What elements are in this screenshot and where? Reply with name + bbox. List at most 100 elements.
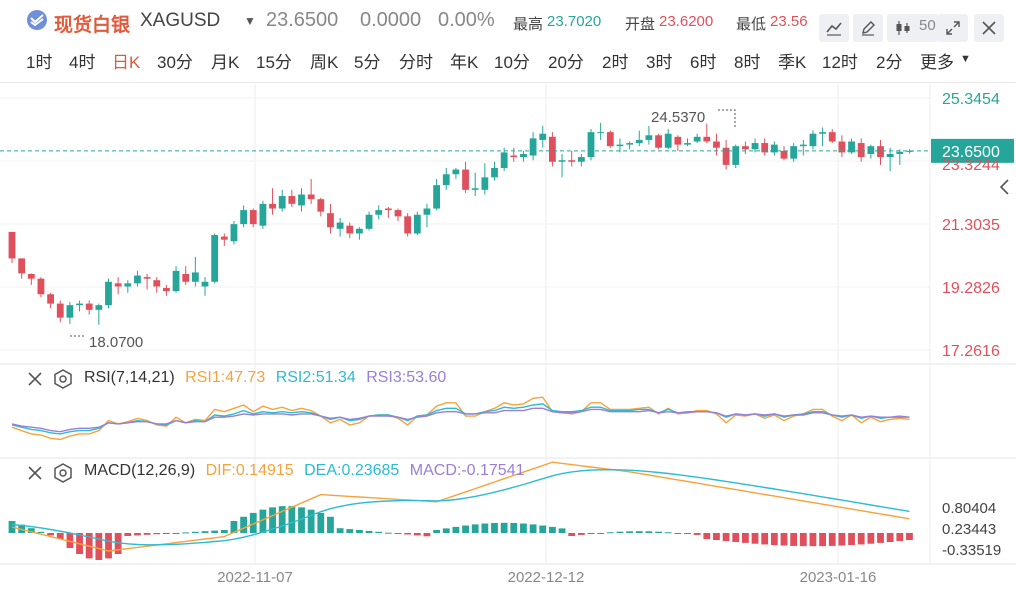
close-icon[interactable] [26, 464, 44, 482]
tab-yearly[interactable]: 年K [450, 53, 479, 72]
close-icon[interactable] [26, 370, 44, 388]
tab-monthly[interactable]: 月K [211, 53, 240, 72]
macd-bar [413, 533, 421, 536]
candle-body [713, 141, 720, 148]
macd-bar [346, 529, 354, 533]
tab-5m[interactable]: 5分 [354, 53, 381, 72]
candle-body [587, 132, 595, 158]
tab-3h[interactable]: 3时 [646, 53, 673, 72]
rsi-legend: RSI(7,14,21) RSI1:47.73 RSI2:51.34 RSI3:… [84, 369, 446, 387]
candle-type-button[interactable]: 50 [887, 14, 939, 42]
candle-body [481, 177, 489, 190]
high-pointer [718, 109, 736, 128]
tab-daily[interactable]: 日K [112, 53, 141, 72]
macd-bar [799, 533, 807, 547]
tab-4h[interactable]: 4时 [69, 53, 96, 72]
chevron-left-icon [999, 179, 1009, 195]
candle-body [693, 136, 701, 142]
close-button[interactable] [974, 14, 1004, 42]
macd-bar [163, 533, 170, 534]
candle-body [626, 143, 633, 145]
candle-body [298, 194, 305, 206]
candle-body [278, 196, 286, 209]
macd-bar [423, 533, 431, 537]
candle-body [134, 275, 141, 284]
candle-body [191, 272, 199, 282]
macd-bar [56, 533, 64, 539]
chart-grid [0, 84, 1016, 565]
candle-body [664, 133, 672, 148]
y-tick-label: 23.3244 [942, 157, 1000, 174]
macd-bar [732, 533, 740, 542]
fullscreen-button[interactable] [938, 14, 968, 42]
candle-body [558, 160, 566, 162]
macd-bar [288, 506, 296, 533]
tab-8h[interactable]: 8时 [734, 53, 761, 72]
x-tick-label: 2022-11-07 [217, 569, 293, 586]
macd-bar [828, 533, 836, 546]
candle-body [201, 281, 209, 287]
macd-bar [558, 528, 566, 533]
chevron-down-icon[interactable]: ▼ [244, 14, 256, 28]
tab-weekly[interactable]: 周K [310, 53, 339, 72]
candle-body [635, 139, 643, 144]
candle-body [568, 160, 576, 162]
candle-body [27, 273, 35, 279]
tab-2m[interactable]: 2分 [876, 53, 903, 72]
dea-line [11, 468, 910, 546]
tab-quarterly[interactable]: 季K [778, 53, 807, 72]
dea-value: DEA:0.23685 [304, 462, 400, 479]
settings-icon[interactable] [53, 369, 73, 389]
candle-body [597, 132, 605, 134]
tab-12h[interactable]: 12时 [822, 53, 858, 72]
candle-body [95, 305, 103, 310]
macd-bar [838, 533, 846, 546]
line-tool-button[interactable] [819, 14, 849, 42]
low-value: 23.56 [770, 13, 808, 30]
tab-intraday[interactable]: 分时 [399, 53, 433, 72]
tab-more[interactable]: 更多 [920, 53, 954, 72]
macd-bar [27, 528, 35, 533]
expand-icon [946, 21, 960, 35]
symbol-selector[interactable]: XAGUSD [140, 10, 221, 31]
candle-body [529, 138, 537, 156]
tab-20m[interactable]: 20分 [548, 53, 584, 72]
y-tick-label: 17.2616 [942, 343, 1000, 360]
macd-plot: 0.80404 0.23443 -0.33519 [8, 461, 1001, 560]
macd-bar [713, 533, 720, 541]
candle-body [327, 213, 334, 228]
candle-body [761, 143, 769, 153]
tab-1h[interactable]: 1时 [26, 53, 53, 72]
candle-body [66, 305, 74, 318]
macd-bar [433, 530, 440, 533]
draw-tool-button[interactable] [853, 14, 883, 42]
candle-body [732, 146, 740, 165]
candle-body [249, 210, 257, 225]
side-panel-toggle[interactable] [994, 170, 1016, 204]
low-label: 最低 [736, 16, 767, 33]
candle-body [18, 258, 26, 274]
macd-bar [191, 531, 199, 533]
macd-bar [751, 533, 759, 544]
more-chevron-icon[interactable]: ▼ [960, 53, 971, 65]
macd-bar [645, 531, 653, 533]
candle-body [886, 153, 894, 158]
settings-icon[interactable] [53, 463, 73, 483]
price-axis: 25.3454 23.3244 21.3035 19.2826 17.2616 [942, 91, 1000, 360]
tab-15m[interactable]: 15分 [256, 53, 292, 72]
rsi1-line [11, 396, 910, 441]
tab-2h[interactable]: 2时 [602, 53, 629, 72]
candle-body [56, 303, 64, 318]
tab-6h[interactable]: 6时 [690, 53, 717, 72]
candle-body [722, 147, 730, 165]
candle-body [375, 210, 383, 215]
candle-body [163, 288, 170, 292]
macd-value: MACD:-0.17541 [409, 462, 525, 479]
quote-header: 现货白银 XAGUSD ▼ 23.6500 0.0000 0.00% 最高 23… [0, 0, 1016, 44]
candle-body [240, 210, 247, 225]
tab-30m[interactable]: 30分 [157, 53, 193, 72]
x-tick-label: 2022-12-12 [508, 569, 585, 586]
macd-bar [452, 526, 460, 533]
tab-10m[interactable]: 10分 [494, 53, 530, 72]
